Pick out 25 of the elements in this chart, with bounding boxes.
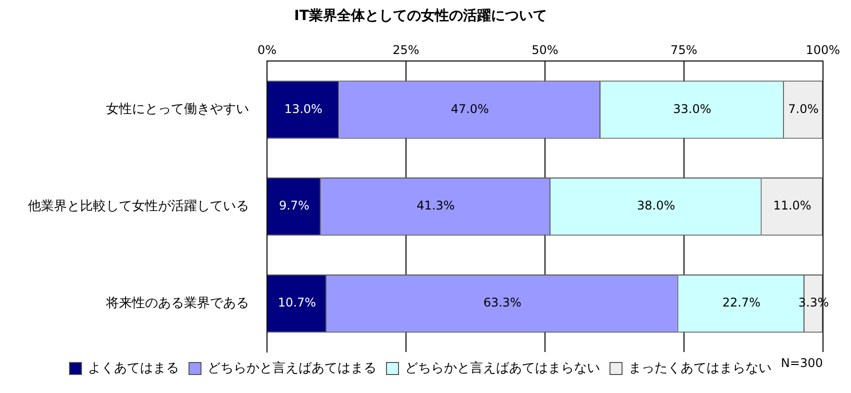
x-tick-label: 25% — [392, 43, 420, 58]
data-label: 38.0% — [637, 198, 676, 213]
x-tick-label: 50% — [532, 43, 558, 58]
x-tick-label: 100% — [806, 43, 840, 58]
data-label: 63.3% — [483, 296, 522, 310]
x-tick-label: 75% — [670, 43, 698, 58]
x-tick-label: 0% — [257, 43, 277, 58]
data-label: 10.7% — [278, 296, 316, 310]
y-tick-label: 将来性のある業界である — [105, 296, 249, 311]
data-label: 47.0% — [450, 102, 489, 116]
data-label: 22.7% — [722, 296, 760, 310]
data-label: 7.0% — [788, 102, 819, 116]
data-label: 33.0% — [673, 102, 712, 116]
y-tick-label: 他業界と比較して女性が活躍している — [28, 198, 249, 214]
text: N=300 — [780, 356, 823, 370]
legend-label: まったくあてはまらない — [628, 360, 772, 376]
chart-title: IT業界全体としての女性の活躍について — [294, 8, 547, 24]
data-label: 9.7% — [278, 198, 310, 213]
data-label: 13.0% — [284, 102, 322, 116]
y-tick-label: 女性にとって働きやすい — [106, 102, 249, 118]
data-label: 41.3% — [416, 198, 455, 213]
data-label: 11.0% — [773, 198, 812, 213]
legend-label: どちらかと言えばあてはまらない — [405, 360, 600, 376]
legend-label: よくあてはまる — [88, 360, 179, 376]
legend-label: どちらかと言えばあてはまる — [208, 360, 376, 376]
